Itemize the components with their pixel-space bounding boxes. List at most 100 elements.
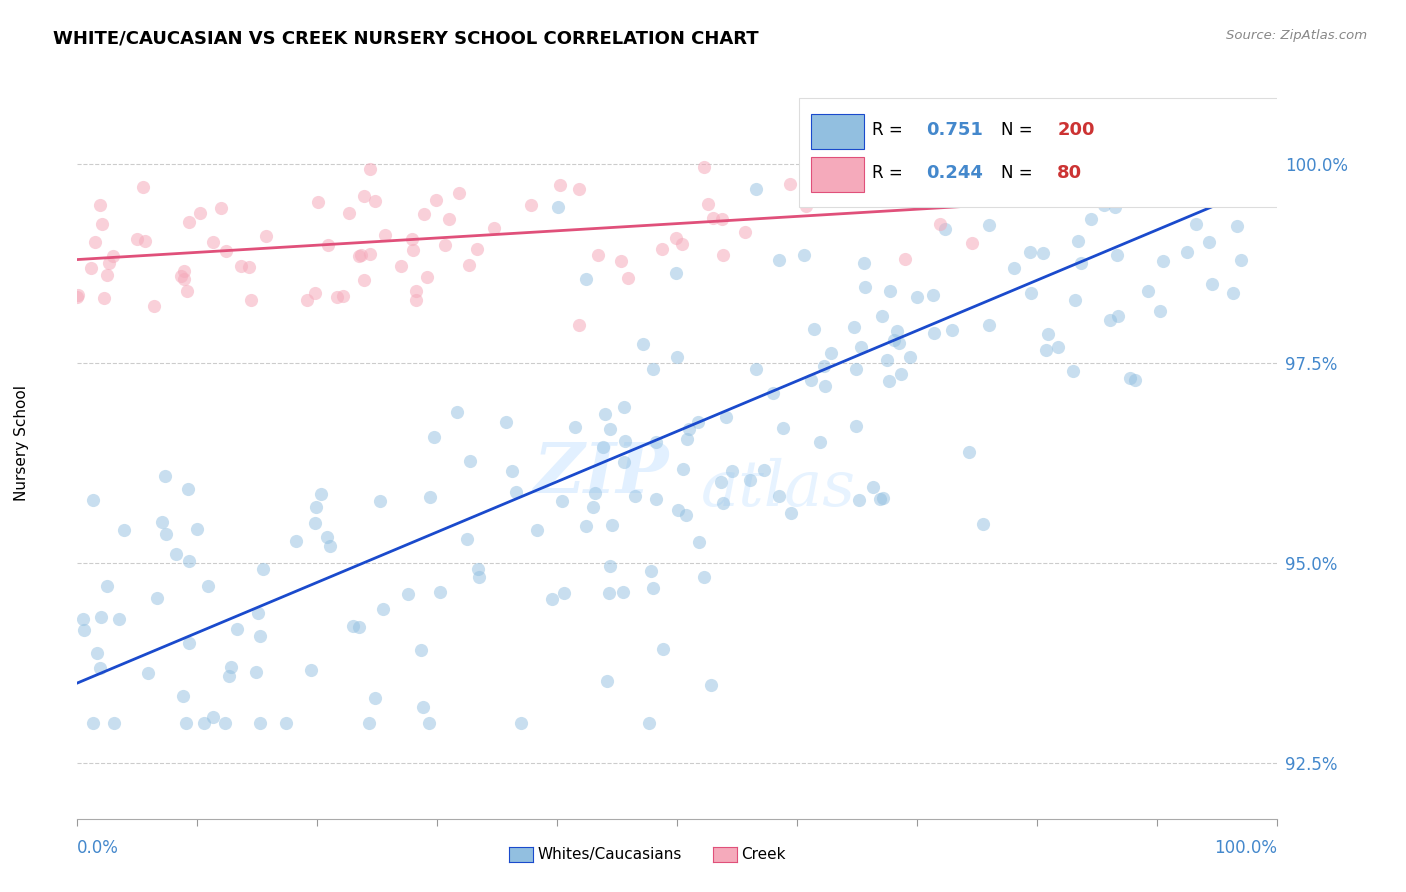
Text: Source: ZipAtlas.com: Source: ZipAtlas.com (1226, 29, 1367, 43)
Point (247, 606, 270, 620)
Point (364, 194, 387, 208)
Point (84, 235, 107, 250)
Point (401, 232, 423, 246)
Point (686, 415, 709, 429)
Point (519, 198, 541, 212)
Point (174, 716, 197, 731)
Point (745, 361, 768, 376)
Point (779, 177, 801, 191)
Point (304, 286, 326, 301)
Point (218, 668, 240, 682)
Point (249, 716, 271, 731)
Point (1201, 277, 1223, 292)
Text: Creek: Creek (741, 847, 786, 862)
Text: ZIP: ZIP (533, 440, 669, 508)
Point (1149, 304, 1171, 318)
Point (613, 455, 636, 469)
Point (309, 487, 332, 501)
Text: N =: N = (1001, 121, 1038, 139)
Point (702, 211, 724, 226)
Point (853, 280, 876, 294)
Point (165, 547, 187, 561)
Point (586, 247, 609, 261)
Point (813, 359, 835, 373)
Point (501, 464, 523, 478)
Point (941, 323, 963, 337)
Point (437, 212, 460, 227)
Text: R =: R = (873, 164, 908, 182)
Point (482, 220, 505, 235)
Point (852, 256, 875, 270)
Point (1032, 246, 1054, 260)
Point (173, 272, 195, 286)
Point (820, 346, 842, 360)
Point (889, 336, 911, 351)
Text: 80: 80 (1057, 164, 1083, 182)
Point (134, 234, 156, 248)
Point (808, 434, 831, 449)
Point (845, 418, 868, 433)
Point (862, 480, 884, 494)
Point (696, 197, 718, 211)
Point (127, 232, 149, 246)
Point (254, 228, 277, 243)
Point (641, 581, 664, 595)
Point (96, 268, 118, 282)
Point (827, 177, 849, 191)
Point (644, 491, 666, 506)
Point (297, 293, 319, 308)
Point (872, 309, 894, 323)
Point (540, 591, 562, 606)
Point (599, 422, 621, 436)
Point (711, 496, 734, 510)
Point (848, 493, 870, 508)
Point (883, 333, 905, 347)
Point (225, 622, 247, 636)
Point (1119, 141, 1142, 155)
Point (1038, 327, 1060, 342)
Point (896, 167, 918, 181)
Point (886, 325, 908, 339)
Point (505, 485, 527, 500)
Point (977, 219, 1000, 233)
Point (1175, 245, 1198, 260)
Point (934, 222, 956, 236)
Point (637, 716, 659, 731)
Point (318, 237, 340, 252)
Point (922, 187, 945, 202)
Point (1137, 285, 1160, 299)
Point (347, 620, 370, 634)
Point (582, 500, 605, 515)
Point (610, 254, 633, 268)
Point (754, 463, 776, 477)
Text: 0.244: 0.244 (927, 164, 983, 182)
Point (245, 665, 267, 679)
Point (209, 201, 232, 215)
Point (1156, 133, 1178, 147)
Point (405, 293, 427, 308)
Point (1070, 256, 1092, 270)
Point (762, 385, 785, 400)
Point (419, 491, 441, 505)
Point (173, 264, 195, 278)
Point (304, 516, 326, 530)
Point (960, 235, 983, 250)
Point (415, 269, 437, 284)
Point (176, 284, 198, 298)
Point (177, 214, 200, 228)
Point (879, 284, 901, 298)
Point (391, 259, 413, 273)
Point (644, 434, 666, 449)
Point (229, 259, 252, 273)
Point (693, 161, 716, 175)
Text: WHITE/CAUCASIAN VS CREEK NURSERY SCHOOL CORRELATION CHART: WHITE/CAUCASIAN VS CREEK NURSERY SCHOOL … (53, 29, 759, 47)
Point (652, 642, 675, 657)
Point (613, 400, 636, 414)
Point (905, 290, 928, 304)
Point (1019, 244, 1042, 259)
Point (402, 244, 425, 258)
Point (1216, 133, 1239, 147)
Point (1119, 371, 1142, 385)
Point (172, 690, 194, 704)
Text: Nursery School: Nursery School (14, 385, 30, 501)
